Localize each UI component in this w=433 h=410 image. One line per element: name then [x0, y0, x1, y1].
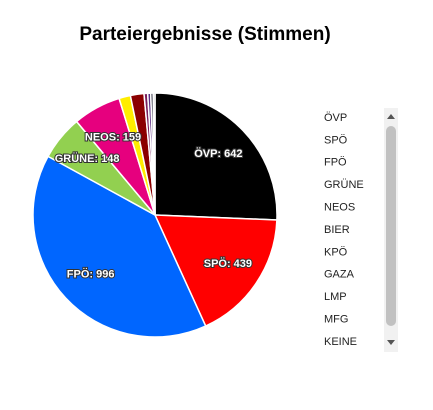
legend-entry: GRÜNE — [324, 179, 364, 191]
legend-entry: ÖVP — [324, 112, 347, 124]
pie-slice — [153, 214, 278, 327]
pie-slice — [154, 92, 278, 221]
data-label: FPÖ: 996 — [67, 268, 115, 281]
data-label: SPÖ: 439 — [204, 257, 252, 270]
data-label: ÖVP: 642 — [194, 147, 242, 160]
scrollbar-thumb[interactable] — [386, 126, 396, 326]
scroll-down[interactable] — [387, 340, 395, 345]
legend-entry: KEINE — [324, 336, 357, 348]
scroll-up[interactable] — [387, 114, 395, 119]
chart-title: Parteiergebnisse (Stimmen) — [79, 24, 330, 45]
data-label: GRÜNE: 148 — [55, 152, 120, 165]
pie-slice — [152, 92, 156, 216]
legend-entry: SPÖ — [324, 134, 348, 146]
data-label: NEOS: 159 — [85, 132, 141, 144]
legend-entry: GAZA — [324, 269, 355, 281]
legend-entry: BIER — [324, 224, 350, 236]
legend-entry: KPÖ — [324, 246, 348, 258]
pie-slice — [32, 155, 207, 338]
legend-entry: MFG — [324, 314, 348, 326]
legend-entry: LMP — [324, 291, 347, 303]
legend-entry: NEOS — [324, 202, 355, 214]
legend-entry: FPÖ — [324, 157, 347, 169]
